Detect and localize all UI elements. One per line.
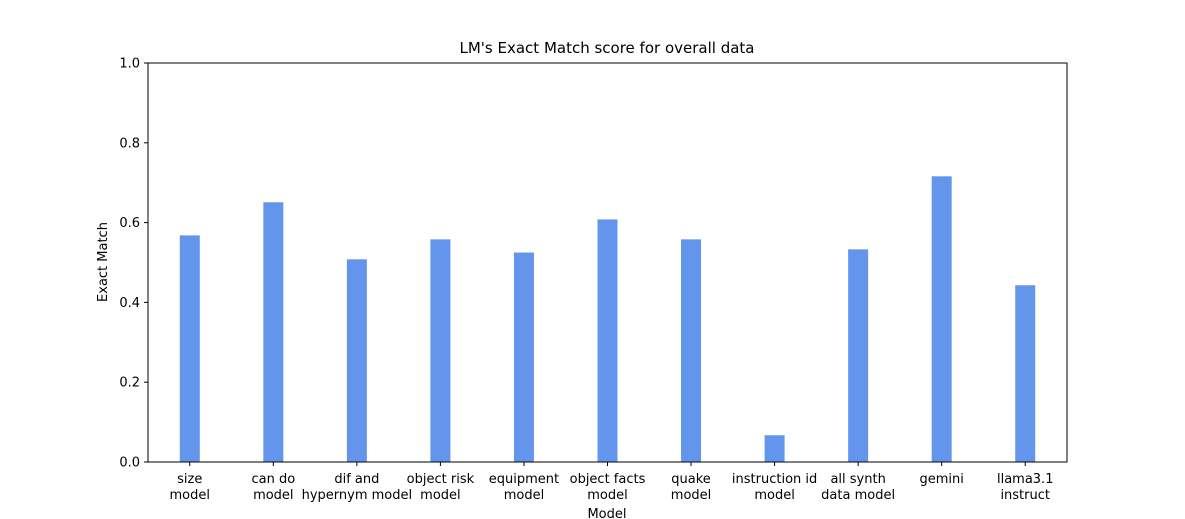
bar bbox=[513, 252, 534, 462]
x-tick-label: dif and hypernym model bbox=[302, 472, 413, 503]
bar bbox=[681, 239, 702, 462]
x-tick-label: object facts model bbox=[570, 472, 646, 503]
x-tick-label-line: model bbox=[170, 488, 210, 503]
x-tick-label-line: object risk bbox=[407, 472, 475, 487]
x-tick-label-line: equipment bbox=[489, 472, 559, 487]
x-tick-label-line: dif and bbox=[334, 472, 379, 487]
x-tick-label-line: model bbox=[420, 488, 460, 503]
chart-title: LM's Exact Match score for overall data bbox=[460, 39, 755, 57]
x-tick-label-line: instruction id bbox=[732, 472, 817, 487]
y-tick-label: 0.4 bbox=[119, 296, 140, 311]
bar bbox=[931, 176, 952, 463]
x-tick-label: object risk model bbox=[407, 472, 475, 503]
y-tick-label: 0.8 bbox=[119, 136, 140, 151]
x-tick-label-line: model bbox=[587, 488, 627, 503]
x-tick-label-line: llama3.1 bbox=[997, 472, 1054, 487]
x-tick-label-line: size bbox=[177, 472, 202, 487]
x-axis-label: Model bbox=[587, 507, 626, 519]
x-tick-label-line: instruct bbox=[1000, 488, 1050, 503]
x-tick-label-line: object facts bbox=[570, 472, 646, 487]
x-tick-label-line: quake bbox=[671, 472, 711, 487]
y-axis-label: Exact Match bbox=[96, 222, 111, 302]
bar bbox=[179, 235, 200, 462]
x-tick-label-line: model bbox=[671, 488, 711, 503]
x-tick-label: all synth data model bbox=[821, 472, 895, 503]
bar bbox=[764, 435, 785, 462]
x-tick-label-line: model bbox=[253, 488, 293, 503]
x-tick-label: gemini bbox=[919, 472, 963, 487]
x-tick-label: llama3.1 instruct bbox=[997, 472, 1054, 503]
x-tick-label: instruction id model bbox=[732, 472, 817, 503]
bar bbox=[346, 259, 367, 462]
x-tick-label-line: all synth bbox=[830, 472, 885, 487]
bar bbox=[430, 239, 451, 462]
x-tick-label-line: model bbox=[504, 488, 544, 503]
y-tick-label: 0.0 bbox=[119, 456, 140, 471]
x-tick-label: equipment model bbox=[489, 472, 559, 503]
y-tick-label: 0.6 bbox=[119, 216, 140, 231]
y-tick-label: 0.2 bbox=[119, 376, 140, 391]
bar bbox=[1015, 285, 1036, 462]
x-tick-label-line: data model bbox=[821, 488, 895, 503]
x-tick-label-line: hypernym model bbox=[302, 488, 413, 503]
bar bbox=[263, 202, 284, 462]
x-tick-label: size model bbox=[170, 472, 210, 503]
bar bbox=[597, 219, 618, 462]
x-tick-label-line: model bbox=[754, 488, 794, 503]
y-tick-label: 1.0 bbox=[119, 57, 140, 72]
x-tick-label-line: gemini bbox=[919, 472, 963, 487]
x-tick-label: quake model bbox=[671, 472, 711, 503]
x-tick-label: can do model bbox=[251, 472, 295, 503]
x-tick-label-line: can do bbox=[251, 472, 295, 487]
bar bbox=[848, 249, 869, 462]
